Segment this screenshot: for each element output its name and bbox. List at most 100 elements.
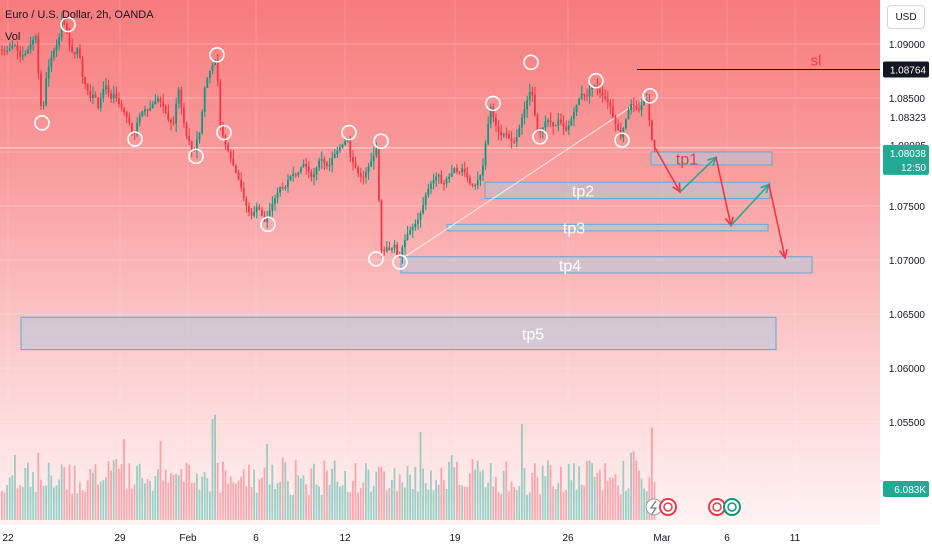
volume-bar (570, 480, 573, 520)
price-tick-label: 1.06000 (889, 364, 926, 375)
swing-marker (368, 251, 384, 267)
volume-bar (281, 457, 284, 520)
swing-marker (216, 124, 232, 141)
target-zone (400, 256, 813, 274)
volume-bar (575, 489, 578, 520)
volume-bar (336, 481, 339, 520)
candle-body (476, 180, 479, 186)
candle-body (365, 172, 367, 178)
volume-bar (497, 491, 500, 520)
economic-event-icon (659, 498, 677, 516)
candle-body (645, 100, 648, 102)
volume-bar (89, 469, 92, 520)
currency-button[interactable]: USD (887, 5, 925, 29)
candle-body (492, 107, 495, 118)
volume-bar (515, 490, 518, 520)
projection-segment (654, 147, 681, 193)
candle-body (349, 138, 352, 158)
candle-body (63, 20, 66, 25)
target-zone-label: tp3 (563, 221, 585, 238)
volume-bar (505, 461, 508, 520)
volume-bar (375, 471, 378, 520)
price-tick-label: 1.07500 (889, 202, 926, 213)
candle-body (42, 105, 45, 107)
candle-body (159, 98, 162, 102)
volume-bar (297, 475, 300, 520)
volume-bar (47, 462, 50, 520)
target-zone-label: tp4 (559, 258, 581, 275)
candle-body (625, 119, 627, 129)
swing-marker (188, 148, 204, 165)
volume-bar (586, 461, 588, 520)
volume-bar (53, 487, 55, 520)
swing-marker (485, 95, 501, 112)
candle-body (385, 247, 388, 252)
candle-body (430, 183, 432, 189)
volume-bar (640, 478, 643, 520)
volume-bar (487, 482, 489, 520)
candle-body (102, 89, 105, 98)
volume-bar (619, 494, 622, 520)
volume-bar (24, 467, 27, 520)
candle-body (27, 49, 29, 54)
candle-body (268, 210, 271, 217)
candle-body (193, 149, 196, 152)
volume-bar (456, 461, 458, 520)
candle-body (554, 125, 557, 127)
volume-bar (188, 464, 190, 520)
volume-bar (573, 463, 575, 520)
volume-bar (539, 494, 541, 520)
candle-body (86, 83, 89, 91)
volume-bar (591, 463, 593, 520)
candle-body (518, 127, 521, 137)
candle-body (307, 166, 310, 173)
volume-bar (508, 491, 510, 520)
volume-bar (318, 486, 320, 520)
price-tag-box (883, 110, 929, 125)
candle-body (196, 139, 198, 152)
swing-markers (34, 16, 658, 270)
volume-bar (396, 490, 398, 520)
volume-bar (37, 452, 40, 520)
volume-bar (164, 469, 167, 520)
candle-body (445, 178, 448, 184)
volume-bar (232, 482, 235, 520)
candle-body (34, 36, 37, 40)
candle-body (573, 112, 575, 120)
swing-marker (523, 54, 539, 71)
candle-body (99, 97, 102, 108)
volume-bar (599, 469, 601, 520)
candle-body (378, 148, 380, 201)
candle-body (515, 136, 518, 142)
candle-body (380, 200, 383, 251)
candle-body (357, 167, 359, 174)
volume-bar (344, 470, 346, 520)
candle-body (547, 120, 549, 122)
candle-body (411, 227, 414, 231)
volume-bar (203, 471, 206, 520)
volume-bar (461, 485, 463, 520)
candle-body (185, 122, 188, 137)
candle-body (463, 168, 466, 173)
candle-body (484, 143, 487, 166)
volume-bar (411, 489, 414, 520)
volume-bar (547, 460, 549, 520)
volume-bar (125, 489, 128, 520)
candle-body (440, 174, 443, 184)
volume-bar (294, 460, 297, 520)
swing-marker (532, 129, 548, 145)
volume-bar (154, 476, 157, 520)
candle-body (151, 104, 154, 109)
volume-bar (138, 463, 141, 520)
swing-marker (60, 16, 76, 33)
volume-bar (84, 491, 86, 520)
volume-bar (331, 468, 333, 520)
candle-body (198, 132, 201, 140)
time-tick-label: 19 (449, 533, 461, 544)
volume-bar (502, 470, 505, 520)
candle-body (326, 162, 328, 167)
candle-body (29, 44, 32, 50)
volume-bar (521, 423, 523, 520)
candle-body (164, 106, 167, 113)
